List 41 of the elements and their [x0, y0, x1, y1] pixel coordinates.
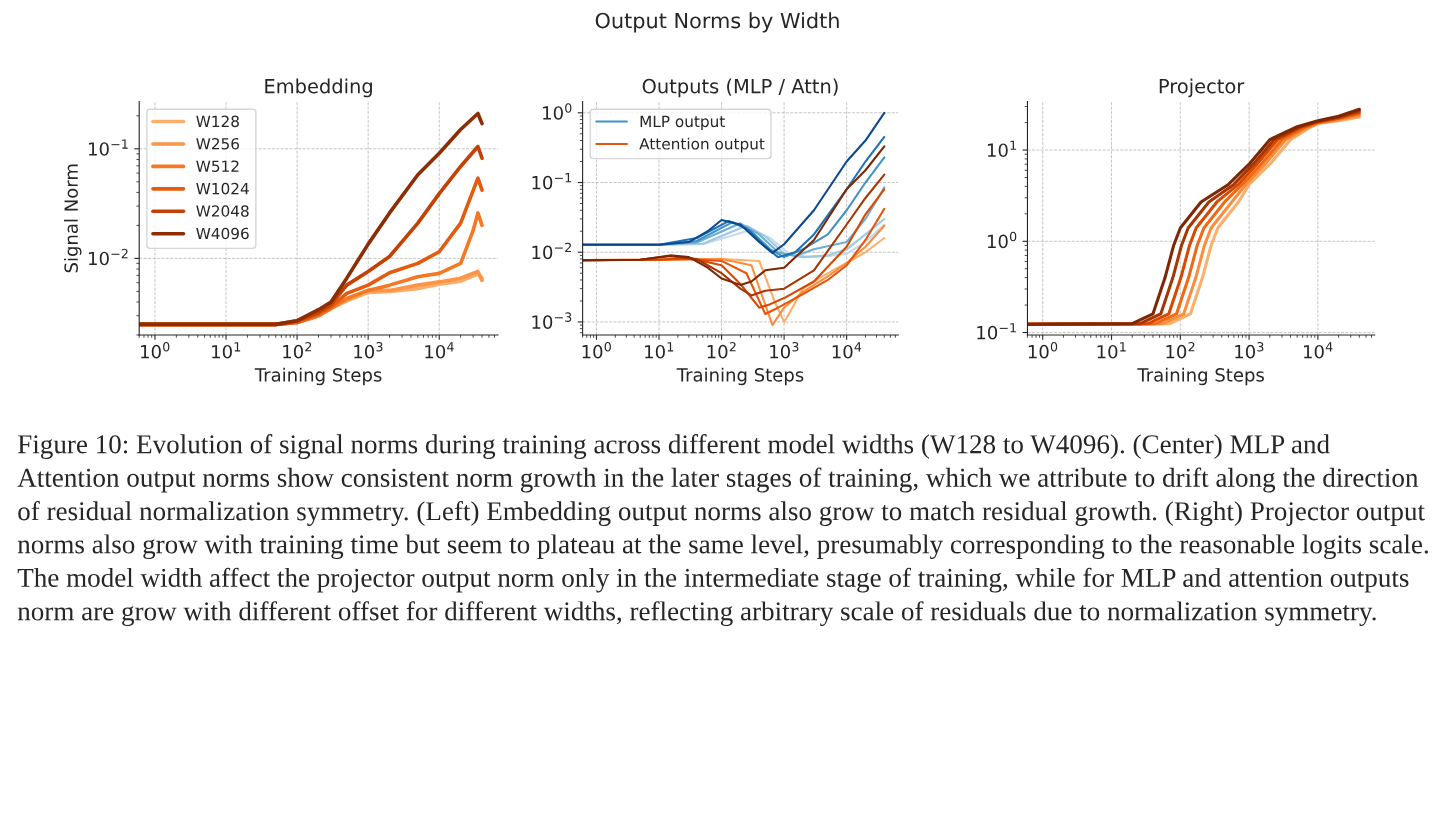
- x-axis-title: Training Steps: [676, 367, 804, 386]
- x-axis-title: Training Steps: [254, 367, 382, 386]
- legend-label: W512: [196, 160, 239, 172]
- legend-label: W256: [196, 138, 240, 150]
- x-tick-label: 10$^{3}$: [1235, 341, 1264, 359]
- legend-label: W4096: [196, 227, 249, 240]
- legend-label: W1024: [196, 182, 249, 195]
- caption: Figure 10: Evolution of signal norms during training across different model widths (W128 to W4096). (Center) MLP and Attention output norms show consistent norm growth in the later stages of training, which we attribute to drift along the direction of residual normalization symmetry. (Left) Embedding output norms also grow to match residual growth. (Right) Projector output norms also grow with training time but seem to plateau at the same level, presumably corresponding to the reasonable logits scale. The model width affect the projector output norm only in the intermediate stage of training, while for MLP and attention outputs norm are grow with different offset for different widths, reflecting arbitrary scale of residuals due to normalization symmetry.: [17, 434, 1428, 627]
- x-tick-label: 10$^{4}$: [832, 342, 862, 359]
- x-tick-label: 10$^{2}$: [1166, 341, 1195, 359]
- x-tick-label: 10$^{4}$: [1303, 342, 1333, 359]
- y-tick-label: 10$^{−2}$: [532, 242, 571, 260]
- x-tick-label: 10$^{1}$: [1097, 342, 1126, 359]
- y-tick-label: 10$^{1}$: [987, 140, 1016, 158]
- x-tick-label: 10$^{3}$: [770, 341, 799, 359]
- legend-label: Attention output: [639, 137, 765, 153]
- x-axis-title: Training Steps: [1137, 367, 1264, 386]
- x-tick-label: 10$^{1}$: [645, 342, 674, 359]
- chart-title: Projector: [1159, 78, 1245, 98]
- chart-title: Embedding: [265, 78, 372, 98]
- text: Output Norms by Width: [595, 12, 839, 33]
- legend-label: W2048: [196, 205, 249, 217]
- legend-label: W128: [196, 115, 239, 128]
- x-tick-label: 10$^{1}$: [212, 342, 241, 359]
- chart-title: Outputs (MLP / Attn): [642, 78, 838, 98]
- y-tick-label: 10$^{0}$: [543, 103, 572, 120]
- y-tick-label: 10$^{0}$: [987, 231, 1017, 249]
- x-tick-label: 10$^{2}$: [283, 341, 312, 359]
- y-tick-label: 10$^{−1}$: [89, 139, 128, 156]
- y-tick-label: 10$^{−1}$: [977, 323, 1016, 340]
- y-axis-title: Signal Norm: [64, 164, 82, 273]
- y-tick-label: 10$^{−3}$: [532, 312, 572, 329]
- x-tick-label: 10$^{0}$: [141, 341, 170, 359]
- legend-label: MLP output: [640, 115, 725, 131]
- x-tick-label: 10$^{4}$: [425, 342, 454, 359]
- x-tick-label: 10$^{0}$: [1028, 341, 1058, 359]
- y-tick-label: 10$^{−1}$: [532, 173, 572, 190]
- x-tick-label: 10$^{2}$: [707, 341, 736, 359]
- y-tick-label: 10$^{−2}$: [89, 248, 128, 266]
- x-tick-label: 10$^{3}$: [354, 341, 383, 359]
- x-tick-label: 10$^{0}$: [582, 341, 611, 359]
